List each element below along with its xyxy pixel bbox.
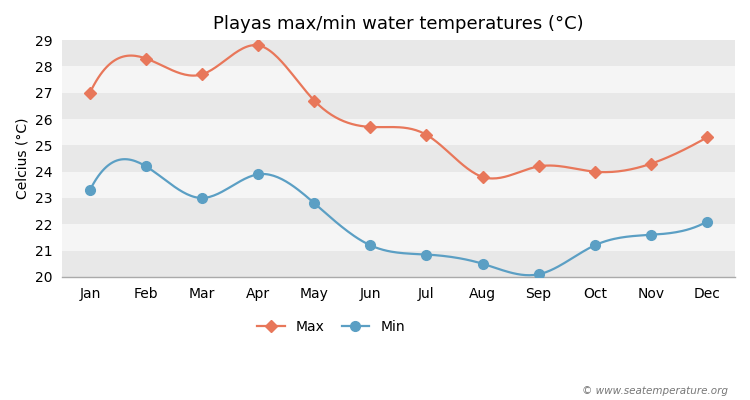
- Bar: [62, 198, 735, 224]
- Bar: [62, 119, 735, 145]
- Title: Playas max/min water temperatures (°C): Playas max/min water temperatures (°C): [213, 15, 584, 33]
- Y-axis label: Celcius (°C): Celcius (°C): [15, 118, 29, 199]
- Bar: [62, 93, 735, 119]
- Bar: [62, 40, 735, 66]
- Bar: [62, 145, 735, 172]
- Text: © www.seatemperature.org: © www.seatemperature.org: [581, 386, 728, 396]
- Bar: [62, 250, 735, 277]
- Bar: [62, 66, 735, 93]
- Bar: [62, 224, 735, 250]
- Bar: [62, 172, 735, 198]
- Legend: Max, Min: Max, Min: [251, 315, 411, 340]
